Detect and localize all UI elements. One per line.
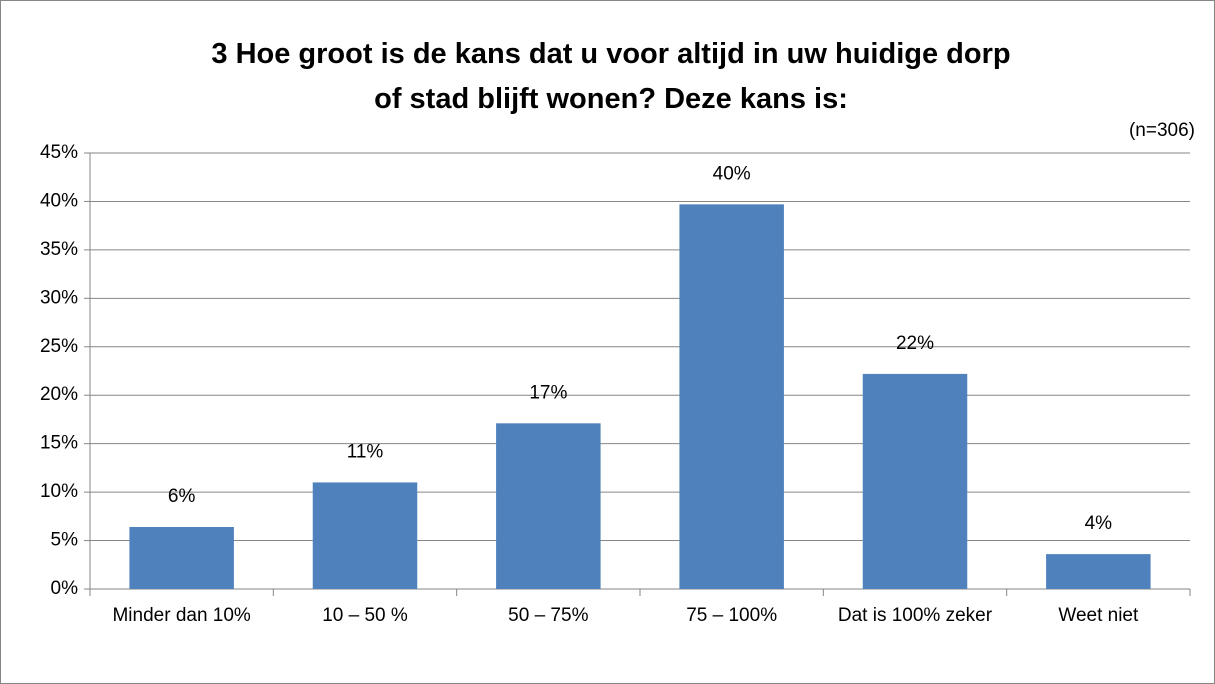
x-tick-label: Weet niet (1058, 605, 1139, 626)
bar (1046, 554, 1151, 589)
x-tick-label: 10 – 50 % (322, 605, 408, 626)
bar (496, 423, 601, 589)
bar (679, 204, 784, 589)
data-label: 6% (168, 486, 196, 507)
y-tick-label: 10% (40, 481, 78, 502)
x-tick-label: Minder dan 10% (112, 605, 251, 626)
y-tick-label: 0% (51, 578, 79, 599)
data-label: 4% (1085, 513, 1113, 534)
y-tick-label: 30% (40, 287, 78, 308)
y-tick-label: 45% (40, 142, 78, 163)
data-label: 11% (347, 441, 384, 462)
chart-title: 3 Hoe groot is de kans dat u voor altijd… (211, 38, 1011, 115)
x-tick-label: 75 – 100% (686, 605, 778, 626)
x-tick-label: 50 – 75% (508, 605, 589, 626)
data-label: 17% (529, 382, 567, 403)
sample-size: (n=306) (1129, 120, 1195, 141)
y-tick-label: 20% (40, 384, 78, 405)
bar (862, 373, 968, 589)
bar (129, 526, 234, 589)
y-tick-label: 40% (40, 190, 78, 211)
bar (312, 482, 418, 589)
y-tick-label: 25% (40, 336, 78, 357)
data-label: 22% (896, 333, 934, 354)
x-tick-label: Dat is 100% zeker (837, 605, 993, 626)
y-tick-label: 35% (40, 239, 78, 260)
data-label: 40% (713, 163, 751, 184)
y-tick-label: 5% (51, 530, 79, 551)
y-tick-label: 15% (40, 433, 78, 454)
